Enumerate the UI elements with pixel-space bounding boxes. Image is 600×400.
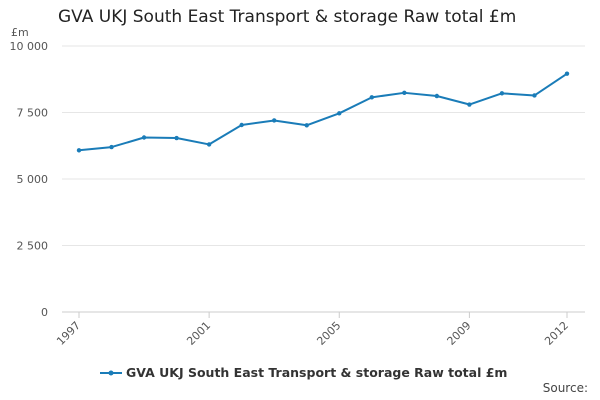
data-point — [304, 123, 309, 128]
gridlines — [62, 45, 585, 313]
source-label: Source: — [542, 381, 588, 395]
data-point — [76, 148, 82, 153]
data-point — [499, 91, 505, 96]
y-tick-label: 7 500 — [17, 107, 49, 120]
data-point — [272, 118, 277, 123]
x-axis: 1997 2001 2005 2009 2012 — [54, 312, 571, 348]
data-point — [434, 93, 440, 99]
data-point — [369, 95, 374, 100]
chart-title: GVA UKJ South East Transport & storage R… — [58, 7, 517, 27]
y-tick-label: 5 000 — [17, 173, 49, 186]
legend-label: GVA UKJ South East Transport & storage R… — [126, 365, 508, 380]
x-tick-label: 2009 — [445, 319, 474, 348]
y-tick-label: 2 500 — [17, 240, 49, 253]
legend-swatch-icon — [100, 370, 122, 375]
data-point — [239, 122, 244, 128]
data-point — [564, 71, 570, 76]
legend[interactable]: GVA UKJ South East Transport & storage R… — [100, 365, 507, 380]
series-layer — [76, 71, 570, 153]
x-tick-label: 2005 — [314, 319, 343, 348]
y-tick-label: 10 000 — [10, 40, 49, 53]
data-point — [532, 93, 537, 98]
x-tick-label: 2012 — [542, 319, 571, 348]
data-point — [467, 102, 472, 107]
data-point — [402, 90, 407, 96]
data-point — [141, 135, 147, 140]
y-axis-ticks: 0 2 500 5 000 7 500 10 000 — [10, 40, 49, 319]
data-point — [174, 135, 179, 141]
x-tick-label: 1997 — [54, 319, 83, 348]
series-line — [78, 72, 568, 152]
x-tick-label: 2001 — [184, 319, 213, 348]
data-point — [206, 142, 212, 147]
y-axis-unit-label: £m — [11, 26, 29, 39]
data-point — [337, 111, 342, 116]
data-point — [109, 144, 114, 150]
y-tick-label: 0 — [41, 306, 48, 319]
